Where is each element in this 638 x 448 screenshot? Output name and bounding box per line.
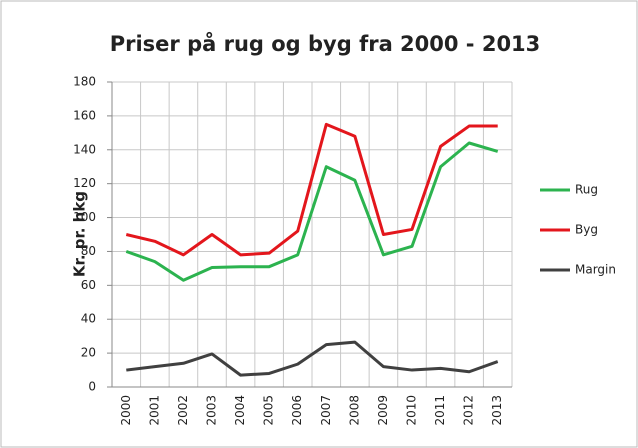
y-tick-label: 0 (88, 380, 96, 394)
x-tick-label: 2001 (147, 395, 161, 426)
y-tick-label: 100 (73, 210, 96, 224)
y-tick-label: 140 (73, 142, 96, 156)
legend-label: Byg (575, 223, 598, 237)
x-tick-label: 2000 (119, 395, 133, 426)
y-tick-label: 60 (81, 278, 96, 292)
legend-label: Rug (575, 183, 598, 197)
x-tick-label: 2011 (433, 395, 447, 426)
series-line (125, 141, 499, 282)
y-tick-label: 20 (81, 346, 96, 360)
y-tick-label: 160 (73, 108, 96, 122)
series-line (125, 122, 498, 257)
y-tick-label: 80 (81, 244, 96, 258)
chart-title: Priser på rug og byg fra 2000 - 2013 (110, 31, 541, 56)
x-tick-label: 2009 (376, 395, 390, 426)
y-tick-label: 40 (81, 312, 96, 326)
y-axis-label: Kr. pr. hkg (71, 191, 89, 277)
y-tick-label: 180 (73, 75, 96, 89)
x-tick-label: 2005 (262, 395, 276, 426)
x-tick-label: 2006 (290, 395, 304, 426)
x-tick-label: 2013 (490, 395, 504, 426)
x-tick-label: 2007 (319, 395, 333, 426)
x-tick-label: 2003 (205, 395, 219, 426)
x-tick-label: 2002 (176, 395, 190, 426)
x-tick-label: 2004 (233, 395, 247, 426)
x-tick-label: 2008 (347, 395, 361, 426)
x-tick-label: 2012 (462, 395, 476, 426)
legend-label: Margin (575, 263, 616, 277)
y-tick-label: 120 (73, 176, 96, 190)
series-line (126, 340, 499, 377)
x-tick-label: 2010 (405, 395, 419, 426)
